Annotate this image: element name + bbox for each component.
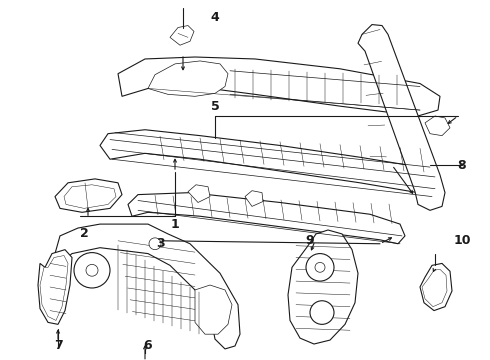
- Polygon shape: [148, 61, 228, 96]
- Polygon shape: [195, 285, 232, 334]
- Polygon shape: [170, 26, 194, 45]
- Text: 9: 9: [306, 234, 314, 247]
- Polygon shape: [64, 185, 116, 208]
- Text: 2: 2: [79, 228, 88, 240]
- Text: 1: 1: [171, 217, 179, 231]
- Polygon shape: [128, 193, 405, 244]
- Polygon shape: [55, 224, 240, 349]
- Polygon shape: [100, 130, 440, 197]
- Circle shape: [74, 253, 110, 288]
- Polygon shape: [188, 185, 210, 202]
- Polygon shape: [422, 269, 447, 307]
- Circle shape: [310, 301, 334, 324]
- Circle shape: [315, 262, 325, 272]
- Text: 6: 6: [144, 339, 152, 352]
- Polygon shape: [420, 264, 452, 311]
- Text: 5: 5: [211, 100, 220, 113]
- Polygon shape: [40, 256, 68, 320]
- Polygon shape: [38, 249, 72, 324]
- Polygon shape: [118, 57, 440, 116]
- Circle shape: [86, 264, 98, 276]
- Polygon shape: [425, 116, 450, 136]
- Polygon shape: [358, 24, 445, 210]
- Bar: [298, 291, 328, 307]
- Text: 8: 8: [458, 159, 466, 172]
- Polygon shape: [55, 179, 122, 212]
- Polygon shape: [245, 191, 263, 206]
- Text: 4: 4: [211, 11, 220, 24]
- Polygon shape: [288, 230, 358, 344]
- Text: 3: 3: [156, 237, 164, 250]
- Text: 7: 7: [53, 339, 62, 352]
- Circle shape: [306, 253, 334, 281]
- Text: 10: 10: [453, 234, 471, 247]
- Circle shape: [149, 238, 161, 249]
